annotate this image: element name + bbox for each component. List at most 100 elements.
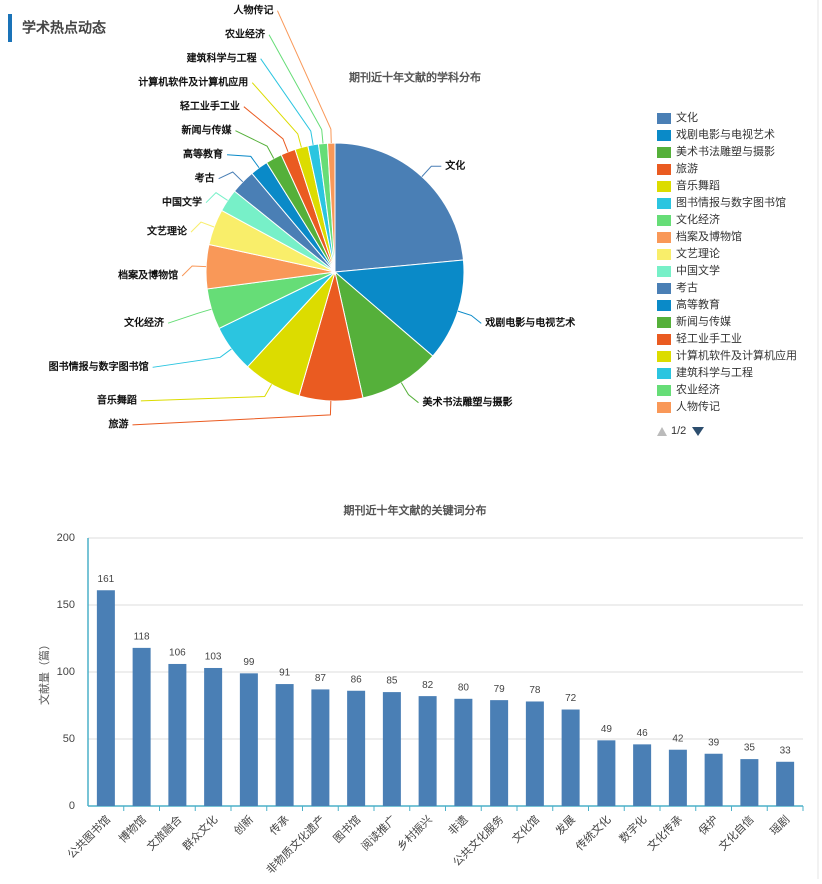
pie-slice (327, 142, 336, 273)
x-tick-label: 保护 (695, 812, 720, 837)
x-tick-label: 公共图书馆 (64, 812, 113, 861)
x-tick-label: 传承 (267, 813, 292, 838)
legend-label: 档案及博物馆 (676, 229, 742, 243)
legend-swatch (657, 198, 671, 209)
bar (239, 673, 258, 806)
x-tick-label: 群众文化 (179, 812, 220, 853)
leader-line (243, 106, 289, 153)
legend-label: 人物传记 (676, 399, 720, 413)
slice-label: 文艺理论 (147, 225, 188, 238)
slice-label: 建筑科学与工程 (186, 51, 257, 64)
leader-line (260, 58, 314, 145)
legend-swatch (657, 181, 671, 192)
legend-label: 中国文学 (676, 263, 720, 277)
legend-label: 戏剧电影与电视艺术 (676, 127, 775, 141)
legend-label: 高等教育 (676, 297, 720, 311)
x-tick-label: 瑶剧 (768, 813, 793, 838)
legend-swatch (657, 113, 671, 124)
legend-swatch (657, 317, 671, 328)
slice-label: 考古 (195, 171, 215, 184)
value-label: 86 (351, 674, 363, 685)
legend-label: 农业经济 (676, 382, 720, 396)
slice-label: 旅游 (108, 418, 128, 431)
value-label: 103 (205, 652, 222, 663)
value-label: 85 (386, 676, 398, 687)
legend-label: 旅游 (676, 161, 698, 175)
x-tick-label: 图书馆 (330, 812, 363, 845)
bar (168, 663, 187, 806)
x-tick-label: 传统文化 (573, 812, 614, 853)
legend-swatch (657, 368, 671, 379)
value-label: 39 (708, 737, 720, 748)
slice-label: 图书情报与数字图书馆 (49, 360, 149, 373)
legend-label: 文化经济 (676, 212, 720, 226)
slice-label: 档案及博物馆 (117, 269, 178, 282)
value-label: 80 (458, 682, 470, 693)
leader-line (400, 382, 419, 404)
bar (347, 690, 366, 806)
bar (275, 684, 294, 806)
leader-line (227, 154, 260, 169)
bar (561, 709, 580, 806)
leader-line (277, 10, 332, 144)
slice-label: 文化 (445, 159, 465, 172)
slice-label: 农业经济 (224, 27, 266, 40)
bar (668, 749, 687, 806)
x-tick-label: 创新 (231, 812, 256, 837)
value-label: 99 (243, 657, 255, 668)
y-tick-label: 200 (57, 532, 75, 544)
legend-swatch (657, 147, 671, 158)
leader-line (190, 221, 215, 233)
value-label: 46 (637, 728, 649, 739)
legend-swatch (657, 249, 671, 260)
legend-prev[interactable] (657, 427, 667, 436)
slice-label: 高等教育 (183, 147, 223, 160)
leader-line (457, 310, 482, 324)
bar (776, 761, 795, 806)
leader-line (167, 308, 212, 324)
bar (311, 689, 330, 806)
bar (454, 698, 473, 806)
legend-label: 考古 (676, 281, 698, 294)
value-label: 42 (672, 733, 684, 744)
legend-swatch (657, 283, 671, 294)
bar (704, 753, 723, 806)
leader-line (235, 130, 275, 159)
value-label: 161 (98, 574, 115, 585)
leader-line (421, 165, 442, 177)
value-label: 35 (744, 743, 756, 754)
legend-page: 1/2 (671, 425, 686, 437)
legend-swatch (657, 130, 671, 141)
chart-title: 期刊近十年文献的学科分布 (349, 70, 481, 84)
x-tick-label: 发展 (552, 812, 577, 837)
leader-line (181, 265, 207, 277)
bar (490, 700, 509, 806)
bar (418, 696, 437, 806)
slice-label: 中国文学 (162, 195, 202, 208)
x-tick-label: 阅读推广 (358, 812, 399, 853)
value-label: 33 (780, 745, 792, 756)
bar (740, 759, 759, 806)
value-label: 49 (601, 724, 613, 735)
slice-label: 计算机软件及计算机应用 (138, 75, 248, 88)
value-label: 87 (315, 673, 327, 684)
legend-label: 音乐舞蹈 (676, 178, 720, 192)
header-accent (8, 14, 12, 42)
bar (382, 692, 401, 806)
chart-title: 期刊近十年文献的关键词分布 (344, 503, 487, 517)
legend-swatch (657, 266, 671, 277)
legend-label: 计算机软件及计算机应用 (676, 348, 797, 362)
y-tick-label: 150 (57, 599, 75, 611)
legend-swatch (657, 402, 671, 413)
legend-next[interactable] (692, 427, 704, 436)
legend-swatch (657, 232, 671, 243)
bar (204, 667, 223, 806)
legend-label: 新闻与传媒 (676, 314, 731, 328)
x-tick-label: 文化传承 (644, 812, 685, 853)
slice-label: 人物传记 (233, 3, 273, 16)
value-label: 118 (134, 632, 150, 643)
pie-slice (334, 142, 464, 273)
value-label: 82 (422, 680, 434, 691)
